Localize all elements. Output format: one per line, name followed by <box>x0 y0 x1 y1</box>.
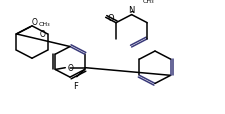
Text: O: O <box>32 18 37 27</box>
Text: O: O <box>40 30 45 39</box>
Text: O: O <box>108 14 114 23</box>
Text: N: N <box>128 6 135 15</box>
Text: O: O <box>67 64 73 73</box>
Text: CH₃: CH₃ <box>38 22 50 27</box>
Text: CH₃: CH₃ <box>143 0 154 4</box>
Text: F: F <box>73 81 78 90</box>
